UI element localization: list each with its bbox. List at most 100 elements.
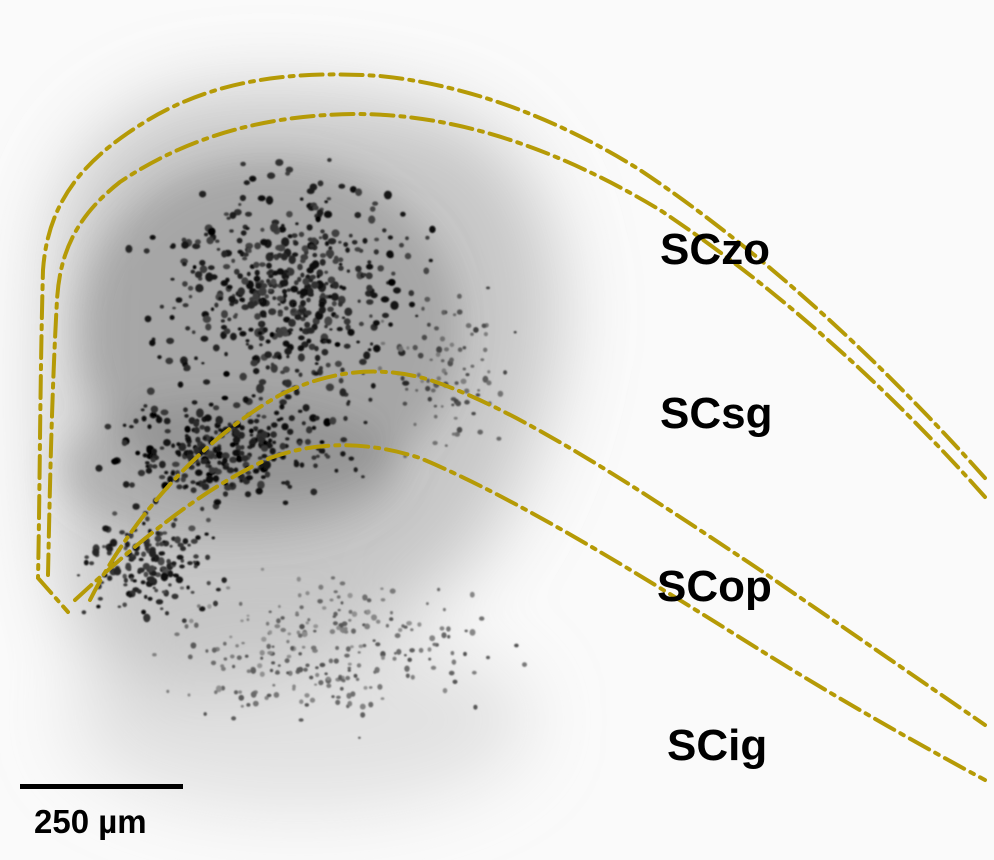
- cell-body: [353, 673, 358, 678]
- cell-body: [298, 335, 305, 341]
- cell-body: [206, 236, 214, 245]
- cell-body: [279, 417, 284, 421]
- cell-body: [220, 664, 225, 668]
- cell-body: [396, 648, 402, 655]
- cell-body: [182, 303, 189, 308]
- cell-body: [96, 604, 101, 609]
- cell-body: [117, 605, 122, 608]
- cell-body: [337, 608, 341, 612]
- cell-body: [304, 703, 309, 707]
- cell-body: [151, 464, 158, 469]
- cell-body: [276, 284, 281, 288]
- cell-body: [122, 573, 127, 579]
- cell-body: [277, 244, 286, 252]
- cell-body: [400, 211, 406, 217]
- cell-body: [359, 358, 367, 365]
- cell-body: [278, 226, 287, 233]
- cell-body: [190, 480, 196, 485]
- cell-body: [295, 611, 299, 616]
- cell-body: [440, 359, 445, 363]
- cell-body: [473, 704, 478, 710]
- cell-body: [353, 467, 358, 473]
- cell-body: [417, 352, 424, 359]
- cell-body: [122, 602, 127, 608]
- cell-body: [385, 623, 389, 628]
- cell-body: [264, 471, 271, 478]
- cell-body: [145, 516, 150, 522]
- cell-body: [225, 462, 230, 467]
- cell-body: [286, 288, 291, 292]
- cell-body: [276, 268, 285, 275]
- cell-body: [271, 645, 275, 648]
- cell-body: [325, 249, 335, 258]
- cell-body: [241, 277, 249, 285]
- cell-body: [297, 276, 302, 282]
- cell-body: [404, 665, 410, 672]
- cell-body: [338, 676, 342, 680]
- cell-body: [299, 288, 308, 297]
- cell-body: [138, 557, 144, 562]
- cell-body: [194, 239, 201, 245]
- cell-body: [241, 304, 249, 311]
- layer-label-scig: SCig: [667, 721, 768, 770]
- cell-body: [268, 630, 273, 635]
- cell-body: [408, 290, 415, 297]
- cell-body: [288, 318, 296, 327]
- cell-body: [325, 362, 331, 368]
- cell-body: [162, 531, 168, 535]
- cell-body: [239, 425, 245, 431]
- cell-body: [187, 443, 191, 448]
- cell-body: [155, 542, 160, 547]
- cell-body: [358, 736, 361, 739]
- cell-body: [300, 258, 306, 264]
- cell-body: [187, 693, 191, 697]
- cell-body: [348, 618, 352, 622]
- cell-body: [355, 265, 362, 272]
- cell-body: [174, 632, 180, 637]
- cell-body: [334, 468, 339, 473]
- cell-body: [216, 247, 221, 251]
- cell-body: [241, 641, 245, 645]
- cell-body: [240, 230, 247, 236]
- cell-body: [427, 396, 432, 402]
- cell-body: [169, 544, 173, 548]
- cell-body: [439, 626, 445, 631]
- cell-body: [301, 245, 309, 252]
- cell-body: [155, 416, 163, 424]
- cell-body: [119, 530, 125, 535]
- cell-body: [278, 605, 281, 608]
- cell-body: [233, 429, 241, 437]
- cell-body: [413, 422, 417, 427]
- cell-body: [187, 561, 193, 566]
- cell-body: [362, 273, 367, 277]
- cell-body: [381, 655, 385, 660]
- cell-body: [344, 307, 353, 316]
- cell-body: [376, 619, 381, 624]
- cell-body: [457, 347, 463, 353]
- cell-body: [386, 250, 394, 258]
- cell-body: [486, 655, 490, 660]
- cell-body: [210, 307, 215, 312]
- cell-body: [268, 438, 273, 443]
- cell-body: [239, 450, 245, 456]
- cell-body: [368, 686, 373, 689]
- cell-body: [152, 653, 157, 657]
- cell-body: [333, 658, 339, 664]
- cell-body: [279, 442, 286, 450]
- cell-body: [426, 378, 430, 383]
- cell-body: [436, 376, 442, 381]
- cell-body: [175, 297, 183, 303]
- cell-body: [182, 359, 186, 363]
- cell-body: [270, 223, 279, 233]
- cell-body: [299, 462, 305, 468]
- cell-body: [301, 645, 306, 649]
- cell-body: [306, 426, 313, 434]
- cell-body: [326, 676, 331, 681]
- cell-body: [252, 468, 260, 474]
- cell-body: [315, 666, 319, 670]
- cell-body: [372, 201, 379, 206]
- cell-body: [245, 339, 250, 343]
- cell-body: [302, 404, 310, 412]
- cell-body: [263, 440, 268, 446]
- cell-body: [223, 212, 229, 217]
